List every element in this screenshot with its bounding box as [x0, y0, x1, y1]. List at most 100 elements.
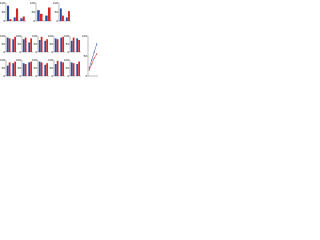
y-tick-label: 0: [51, 74, 53, 78]
point: [93, 57, 95, 59]
y-tick-label: 100: [64, 34, 69, 38]
bar: [12, 39, 15, 52]
bar: [24, 64, 27, 76]
y-tick-label: 100: [48, 34, 53, 38]
bar: [62, 15, 64, 21]
y-tick-label: 100: [32, 34, 37, 38]
bar: [38, 61, 41, 76]
bar: [9, 19, 12, 21]
y-tick-label: 0: [19, 74, 21, 78]
bar: [40, 62, 43, 76]
bar: [59, 8, 62, 21]
bar: [28, 62, 31, 76]
point: [91, 63, 93, 65]
bar: [54, 38, 57, 52]
bar: [8, 62, 11, 76]
bar: [40, 13, 43, 21]
y-tick-label: 50: [18, 42, 22, 46]
y-tick-label: 100: [64, 58, 69, 62]
bar: [30, 38, 32, 52]
y-tick-label: 100: [53, 1, 58, 5]
bar: [22, 39, 25, 52]
bar: [44, 40, 47, 52]
y-tick-label: 0: [3, 74, 5, 78]
bar: [45, 15, 48, 21]
bar: [72, 37, 75, 52]
y-tick-label: 50: [2, 66, 6, 70]
bar: [44, 64, 47, 76]
y-tick-label: 0: [85, 74, 87, 78]
point: [93, 51, 95, 53]
y-tick-label: 0: [35, 74, 37, 78]
y-tick-label: 50: [55, 10, 59, 14]
y-tick-label: 50: [66, 66, 70, 70]
y-tick-label: 100: [82, 34, 87, 38]
y-tick-label: 100: [32, 58, 37, 62]
bar: [60, 61, 63, 76]
bar: [78, 61, 80, 76]
bar: [8, 38, 11, 52]
bar: [13, 17, 16, 21]
point: [96, 53, 98, 55]
y-tick-label: 0: [67, 50, 69, 54]
bar: [37, 10, 40, 21]
y-tick-label: 0: [3, 19, 5, 23]
bar: [70, 62, 73, 76]
page: {"chart_data": [ {"type": "bar", "catego…: [0, 0, 320, 81]
point: [91, 59, 93, 61]
line: [89, 43, 97, 69]
y-tick-label: 100: [0, 1, 5, 5]
y-tick-label: 50: [34, 42, 38, 46]
bar: [12, 63, 15, 76]
bar: [6, 37, 9, 52]
y-tick-label: 100: [16, 34, 21, 38]
bar: [60, 37, 63, 52]
bar: [7, 5, 10, 21]
y-tick-label: 0: [67, 74, 69, 78]
y-tick-label: 50: [2, 42, 6, 46]
y-tick-label: 100: [16, 58, 21, 62]
y-tick-label: 50: [50, 66, 54, 70]
y-tick-label: 50: [66, 42, 70, 46]
bar: [46, 39, 48, 52]
bar: [14, 36, 16, 52]
bar: [30, 61, 32, 76]
bar: [16, 8, 19, 21]
bar: [22, 16, 25, 21]
y-tick-label: 50: [84, 54, 88, 58]
bar: [14, 61, 16, 76]
bar: [28, 42, 31, 52]
bar: [24, 37, 27, 52]
line: [89, 53, 97, 71]
bar: [62, 36, 64, 52]
bar: [38, 40, 41, 52]
y-tick-label: 50: [50, 42, 54, 46]
bar: [78, 40, 80, 52]
y-tick-label: 100: [0, 34, 5, 38]
bar: [20, 18, 23, 21]
bar: [56, 60, 59, 76]
y-tick-label: 50: [32, 10, 36, 14]
y-tick-label: 50: [18, 66, 22, 70]
y-tick-label: 0: [19, 50, 21, 54]
bar: [54, 64, 57, 76]
bar: [56, 39, 59, 52]
bar: [48, 7, 51, 21]
figure: 0 50 100 0 50 100 0 50 100 0 50 100 0 50 100 0 50 100 0 50 1…: [0, 1, 98, 78]
y-tick-label: 50: [34, 66, 38, 70]
y-tick-label: 0: [33, 19, 35, 23]
bar: [46, 63, 48, 76]
bar: [62, 62, 64, 76]
bar: [76, 64, 79, 76]
point: [88, 67, 90, 69]
y-tick-label: 100: [48, 58, 53, 62]
y-tick-label: 100: [30, 1, 35, 5]
bar: [72, 63, 75, 76]
y-tick-label: 0: [51, 50, 53, 54]
y-tick-label: 100: [0, 58, 5, 62]
y-tick-label: 0: [35, 50, 37, 54]
bar: [76, 38, 79, 52]
bar: [40, 36, 43, 52]
bar: [65, 17, 68, 21]
y-tick-label: 50: [2, 10, 6, 14]
